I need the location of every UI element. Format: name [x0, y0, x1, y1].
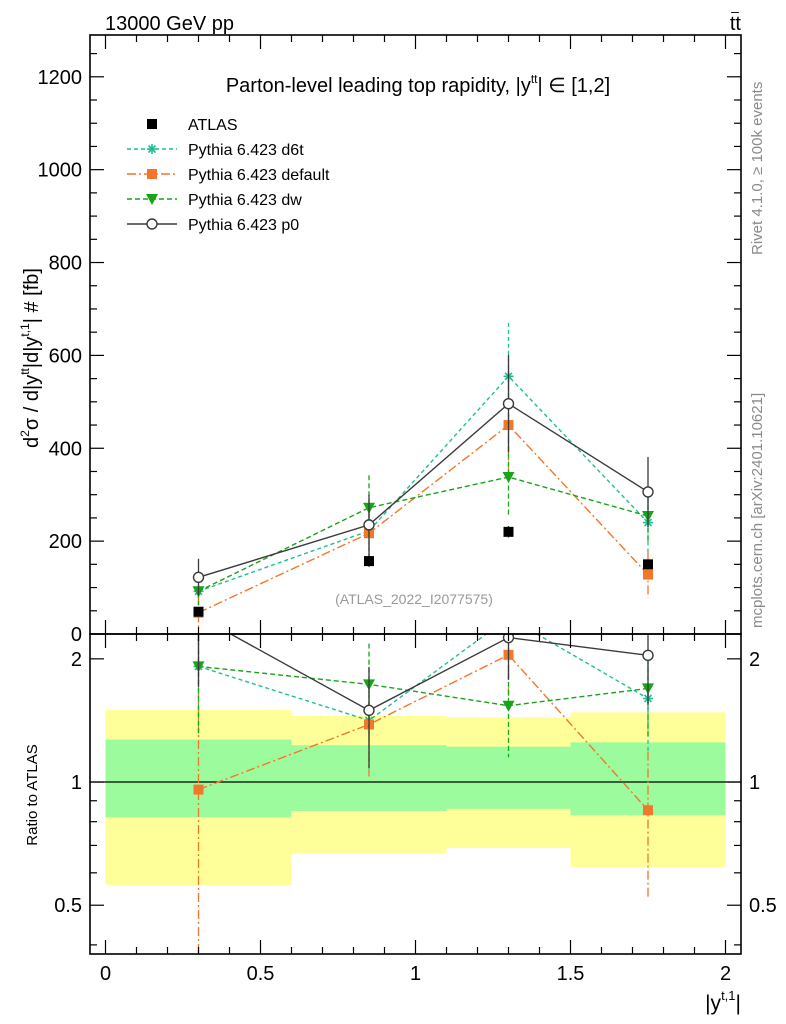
marker-circle [192, 571, 205, 584]
axis-ticks: 0 200 400 600 800 1000 1200 0 0.5 1 1.5 2 0.5 0.5 1 1 2 2 [38, 35, 777, 985]
y-tick-label: 400 [49, 438, 82, 460]
x-tick-label: 1.5 [557, 963, 585, 985]
legend: ATLAS Pythia 6.423 d6t Pythia 6.423 defaul… [127, 117, 330, 234]
legend-label-data: ATLAS [188, 117, 238, 134]
legend-label: Pythia 6.423 d6t [188, 142, 304, 159]
legend-label: Pythia 6.423 dw [188, 192, 302, 209]
marker-triangle [502, 472, 515, 484]
marker-circle [363, 519, 375, 531]
marker-circle [146, 218, 158, 230]
y-tick-label: 0 [71, 624, 82, 646]
series-line [198, 476, 649, 592]
marker-circle [642, 649, 654, 662]
marker-triangle [146, 194, 158, 205]
series-line [198, 424, 649, 614]
ratio-series-line [198, 634, 649, 722]
process-label-bar: – [731, 3, 739, 19]
marker-asterisk [147, 144, 157, 154]
data-point [364, 556, 374, 567]
y-tick-label: 1000 [38, 160, 83, 182]
process-label: tt [730, 13, 742, 35]
y-tick-label: 200 [49, 531, 82, 553]
analysis-id-label: (ATLAS_2022_I2077575) [335, 591, 493, 607]
data-markers [193, 526, 653, 617]
series-line [198, 375, 649, 592]
y-tick-label: 800 [49, 253, 82, 275]
marker-circle [642, 486, 654, 498]
data-point [643, 559, 653, 570]
marker-square [147, 169, 157, 179]
series-line [198, 402, 649, 579]
x-tick-label: 0 [100, 963, 111, 985]
legend-label: Pythia 6.423 p0 [188, 217, 299, 234]
ratio-curves [192, 613, 654, 954]
ratio-tick-label: 1 [71, 772, 82, 794]
ratio-tick-label: 0.5 [749, 895, 777, 917]
x-tick-label: 0.5 [247, 963, 275, 985]
ratio-tick-label: 0.5 [54, 895, 82, 917]
main-curves [192, 322, 654, 629]
marker-square [147, 119, 157, 129]
marker-circle [502, 397, 515, 410]
marker-asterisk [504, 613, 514, 623]
ratio-y-axis-label: Ratio to ATLAS [24, 744, 41, 845]
ratio-tick-label: 2 [71, 649, 82, 671]
ratio-tick-label: 1 [749, 772, 760, 794]
marker-circle [363, 704, 375, 717]
chart-title: Parton-level leading top rapidity, |ytt|… [226, 72, 610, 97]
ratio-series-line [198, 665, 649, 707]
y-tick-label: 1200 [38, 67, 83, 89]
collision-energy-label: 13000 GeV pp [105, 13, 234, 35]
y-tick-label: 600 [49, 345, 82, 367]
x-tick-label: 2 [720, 963, 731, 985]
marker-square [643, 569, 653, 580]
marker-square [643, 805, 653, 816]
x-tick-label: 1 [410, 963, 421, 985]
ratio-tick-label: 2 [749, 649, 760, 671]
rivet-version-label: Rivet 4.1.0, ≥ 100k events [749, 82, 766, 255]
y-axis-label: d2σ / d|ytt|d|yt,1| # [fb] [18, 268, 43, 448]
legend-label: Pythia 6.423 default [188, 167, 330, 184]
x-axis-label: |yt,1| [705, 988, 741, 1015]
data-point [503, 526, 514, 537]
data-point [193, 606, 204, 617]
series-curves [192, 322, 654, 954]
ratio-series-line [198, 653, 649, 811]
marker-triangle [502, 700, 515, 712]
ratio-series-line [229, 634, 649, 712]
mcplots-label: mcplots.cern.ch [arXiv:2401.10621] [749, 393, 766, 628]
marker-square [193, 784, 204, 795]
